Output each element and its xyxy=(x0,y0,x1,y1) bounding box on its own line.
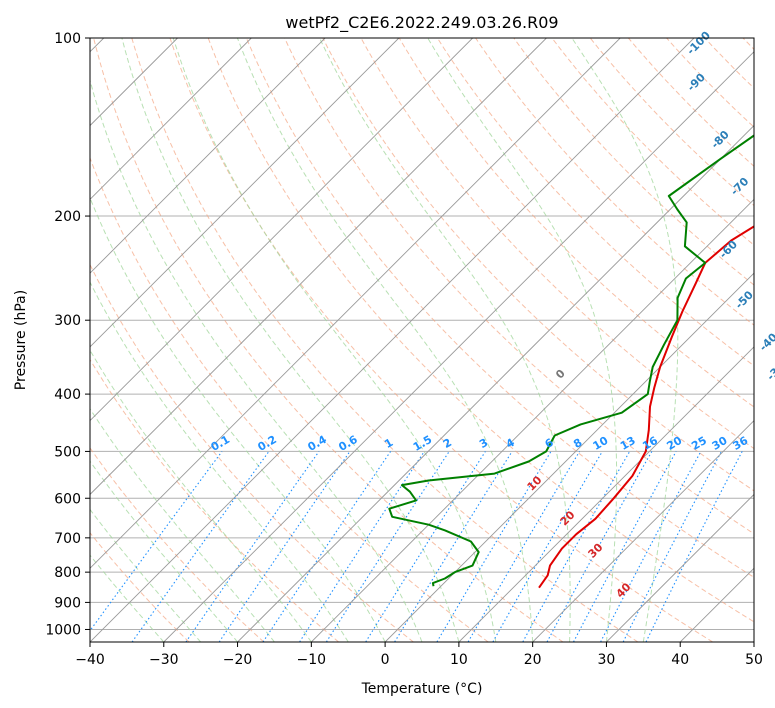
dry-adiabat xyxy=(169,38,713,642)
y-tick-label: 400 xyxy=(54,387,81,403)
x-tick-label: −30 xyxy=(149,652,179,668)
y-tick-label: 700 xyxy=(54,531,81,547)
isotherm xyxy=(90,38,326,274)
x-tick-label: 50 xyxy=(745,652,763,668)
x-axis: −40 −30 −20 −10 0 10 20 30 40 50 xyxy=(75,642,763,668)
x-tick-label: 20 xyxy=(524,652,542,668)
y-axis-label: Pressure (hPa) xyxy=(13,290,29,390)
dewpoint-profile-line xyxy=(388,134,754,587)
mixing-ratio-line xyxy=(467,451,581,642)
mixing-ratio-line xyxy=(573,451,677,642)
moist-adiabat xyxy=(319,38,571,642)
dry-adiabat xyxy=(131,38,639,642)
isotherm xyxy=(90,38,400,348)
moist-adiabat xyxy=(90,196,386,642)
dry-adiabat xyxy=(322,38,754,492)
dry-adiabat xyxy=(398,38,754,408)
plot-frame xyxy=(89,37,755,643)
dry-adiabat xyxy=(90,263,414,642)
chart-title: wetPf2_C2E6.2022.249.03.26.R09 xyxy=(285,13,558,33)
isotherm xyxy=(532,420,754,642)
moist-adiabat xyxy=(571,38,679,642)
x-tick-label: −10 xyxy=(297,652,327,668)
y-tick-label: 800 xyxy=(54,565,81,581)
x-tick-label: −20 xyxy=(223,652,253,668)
dry-adiabat xyxy=(245,38,754,578)
moist-adiabat xyxy=(236,38,534,642)
y-tick-label: 600 xyxy=(54,491,81,507)
x-tick-label: 10 xyxy=(450,652,468,668)
moist-adiabat xyxy=(90,281,349,642)
isotherm xyxy=(90,38,621,569)
mixing-ratio-line xyxy=(131,451,270,642)
dry-adiabat xyxy=(551,38,754,246)
mixing-ratio-line xyxy=(436,451,552,642)
dry-adiabat-label: -30 xyxy=(764,360,775,383)
y-axis: 100 200 300 400 500 600 700 800 900 1000 xyxy=(45,31,90,638)
x-tick-label: 40 xyxy=(671,652,689,668)
isotherm xyxy=(606,493,754,642)
y-tick-label: 200 xyxy=(54,209,81,225)
isotherm xyxy=(237,124,754,642)
x-tick-label: 30 xyxy=(598,652,616,668)
moist-adiabat xyxy=(121,38,460,642)
isotherm xyxy=(311,198,754,642)
mixing-ratio-line xyxy=(90,451,223,632)
mixing-ratio-line xyxy=(218,451,351,642)
isotherm xyxy=(163,51,754,642)
y-tick-label: 300 xyxy=(54,313,81,329)
mixing-ratio-line xyxy=(325,451,450,642)
isotherm xyxy=(90,38,695,642)
mixing-ratio-line xyxy=(394,451,513,642)
y-tick-label: 900 xyxy=(54,595,81,611)
dry-adiabat xyxy=(436,38,754,367)
y-tick-label: 100 xyxy=(54,31,81,47)
isotherm xyxy=(384,272,754,642)
dry-adiabat xyxy=(207,38,754,623)
x-tick-label: 0 xyxy=(381,652,390,668)
x-axis-label: Temperature (°C) xyxy=(361,681,483,697)
dry-adiabat xyxy=(628,38,754,167)
x-tick-label: −40 xyxy=(75,652,105,668)
y-tick-label: 500 xyxy=(54,444,81,460)
mixing-ratio-line xyxy=(492,451,603,642)
dry-adiabat xyxy=(93,38,564,642)
dry-adiabat xyxy=(90,531,190,642)
moist-adiabat xyxy=(427,38,618,642)
isotherm xyxy=(90,38,473,422)
moist-adiabat xyxy=(90,407,275,642)
mixing-ratio-line xyxy=(365,451,486,642)
mixing-ratio-line xyxy=(522,451,631,642)
y-tick-label: 1000 xyxy=(45,622,81,638)
isotherm xyxy=(90,38,547,496)
moist-adiabat xyxy=(90,460,238,642)
isotherm xyxy=(458,346,754,642)
temperature-profile-line xyxy=(538,225,754,589)
isotherm xyxy=(90,38,252,200)
moist-adiabat xyxy=(172,38,497,642)
